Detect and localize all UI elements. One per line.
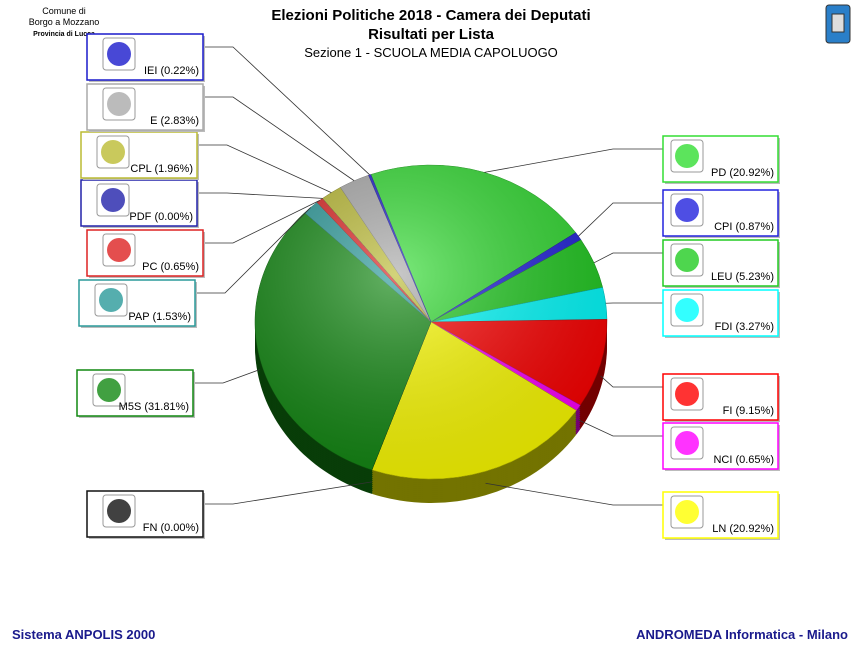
logo-mark xyxy=(97,378,121,402)
slice-label: E (2.83%) xyxy=(150,115,199,127)
slice-label: LEU (5.23%) xyxy=(711,271,774,283)
value-label: (2.83%) xyxy=(160,115,199,127)
slice-label: NCI (0.65%) xyxy=(713,454,774,466)
leader-line xyxy=(203,46,370,176)
slice-label: PC (0.65%) xyxy=(142,261,199,273)
footer-right: ANDROMEDA Informatica - Milano xyxy=(636,627,848,642)
value-label: (20.92%) xyxy=(729,523,774,535)
value-label: (0.22%) xyxy=(160,65,199,77)
leader-line xyxy=(484,148,663,173)
logo-mark xyxy=(675,382,699,406)
leader-line xyxy=(203,96,355,182)
logo-mark xyxy=(99,288,123,312)
slice-label: FI (9.15%) xyxy=(723,405,774,417)
leader-line xyxy=(203,199,320,244)
leader-line xyxy=(593,252,663,264)
slice-label: FN (0.00%) xyxy=(143,522,199,534)
slice-label: M5S (31.81%) xyxy=(119,401,189,413)
leader-line xyxy=(578,202,663,237)
chart-caption: Sezione 1 - SCUOLA MEDIA CAPOLUOGO xyxy=(304,45,558,60)
category-name: NCI xyxy=(713,454,732,466)
slice-label: CPL (1.96%) xyxy=(130,163,193,175)
category-name: FN xyxy=(143,522,158,534)
value-label: (9.15%) xyxy=(735,405,774,417)
logo-mark xyxy=(101,188,125,212)
value-label: (0.00%) xyxy=(160,522,199,534)
value-label: (0.65%) xyxy=(735,454,774,466)
leader-line xyxy=(193,369,260,384)
value-label: (0.00%) xyxy=(154,211,193,223)
leader-line xyxy=(197,144,332,193)
value-label: (5.23%) xyxy=(735,271,774,283)
value-label: (1.96%) xyxy=(154,163,193,175)
chart-subtitle: Risultati per Lista xyxy=(368,26,495,43)
value-label: (20.92%) xyxy=(729,167,774,179)
category-name: CPI xyxy=(714,221,732,233)
footer-left: Sistema ANPOLIS 2000 xyxy=(12,627,155,642)
slice-label: LN (20.92%) xyxy=(712,523,774,535)
municipality-line: Borgo a Mozzano xyxy=(29,17,100,27)
category-name: PC xyxy=(142,261,157,273)
logo-mark xyxy=(675,298,699,322)
slice-label: PAP (1.53%) xyxy=(128,311,191,323)
value-label: (0.87%) xyxy=(735,221,774,233)
chart-title: Elezioni Politiche 2018 - Camera dei Dep… xyxy=(271,7,590,24)
leader-line xyxy=(197,192,323,199)
category-name: FI xyxy=(723,405,733,417)
leader-line xyxy=(600,375,663,388)
logo-mark xyxy=(675,500,699,524)
leader-line xyxy=(203,481,372,505)
category-name: CPL xyxy=(130,163,151,175)
value-label: (3.27%) xyxy=(735,321,774,333)
municipality-line: Comune di xyxy=(42,6,86,16)
slice-label: PD (20.92%) xyxy=(711,167,774,179)
category-name: PAP xyxy=(128,311,149,323)
slice-label: FDI (3.27%) xyxy=(715,321,774,333)
category-name: M5S xyxy=(119,401,142,413)
slice-label: PDF (0.00%) xyxy=(129,211,193,223)
logo-mark xyxy=(675,198,699,222)
value-label: (31.81%) xyxy=(144,401,189,413)
logo-mark xyxy=(107,238,131,262)
leader-line xyxy=(578,419,663,437)
slice-label: CPI (0.87%) xyxy=(714,221,774,233)
logo-mark xyxy=(107,42,131,66)
municipality-line: Provincia di Lucca xyxy=(33,31,95,38)
category-name: FDI xyxy=(715,321,733,333)
value-label: (1.53%) xyxy=(152,311,191,323)
category-name: PD xyxy=(711,167,726,179)
crest xyxy=(825,4,851,44)
category-name: IEI xyxy=(144,65,157,77)
logo-mark xyxy=(675,248,699,272)
category-name: E xyxy=(150,115,157,127)
logo-mark xyxy=(107,499,131,523)
value-label: (0.65%) xyxy=(160,261,199,273)
logo-mark xyxy=(675,431,699,455)
category-name: LN xyxy=(712,523,726,535)
category-name: PDF xyxy=(129,211,151,223)
logo-mark xyxy=(107,92,131,116)
logo-mark xyxy=(675,144,699,168)
category-name: LEU xyxy=(711,271,732,283)
slice-label: IEI (0.22%) xyxy=(144,65,199,77)
logo-mark xyxy=(101,140,125,164)
leader-line xyxy=(485,482,663,506)
leader-line xyxy=(195,207,311,294)
